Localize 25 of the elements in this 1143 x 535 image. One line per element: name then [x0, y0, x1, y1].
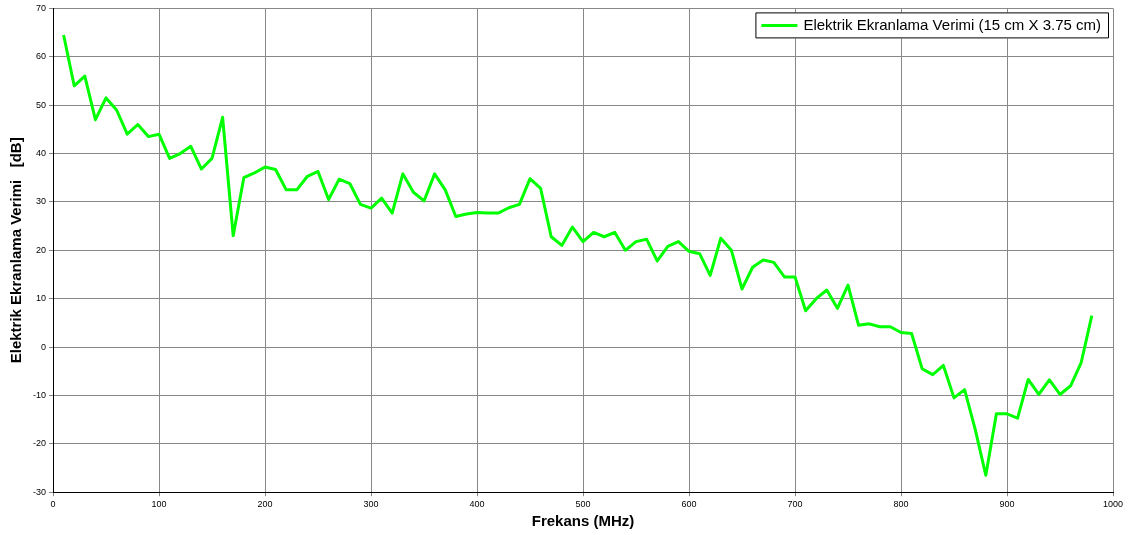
y-tick-label: 30	[35, 196, 47, 207]
legend-label: Elektrik Ekranlama Verimi (15 cm X 3.75 cm)	[803, 15, 1102, 33]
y-tick-label: 40	[35, 148, 47, 159]
y-tick-label: 70	[35, 2, 47, 13]
x-axis-title: Frekans (MHz)	[531, 512, 635, 530]
y-tick-label: 50	[35, 99, 47, 110]
y-tick-label: -10	[32, 389, 47, 400]
x-tick-label: 500	[575, 499, 591, 510]
x-tick-label: 600	[681, 499, 697, 510]
x-tick-label: 400	[469, 499, 485, 510]
y-tick-label: 60	[35, 51, 47, 62]
y-tick-label: -30	[32, 486, 47, 497]
y-axis-title: Elektrik Ekranlama Verimi [dB]	[7, 137, 25, 364]
y-tick-label: 0	[40, 341, 47, 352]
x-tick-label: 1000	[1102, 499, 1124, 510]
y-tick-label: -20	[32, 438, 47, 449]
x-tick-label: 200	[257, 499, 273, 510]
x-tick-label: 300	[363, 499, 379, 510]
x-tick-label: 900	[999, 499, 1015, 510]
x-tick-label: 0	[50, 499, 56, 510]
x-tick-label: 800	[893, 499, 909, 510]
y-tick-label: 20	[35, 244, 47, 255]
x-tick-label: 100	[151, 499, 167, 510]
y-tick-label: 10	[35, 293, 47, 304]
x-tick-label: 700	[787, 499, 803, 510]
